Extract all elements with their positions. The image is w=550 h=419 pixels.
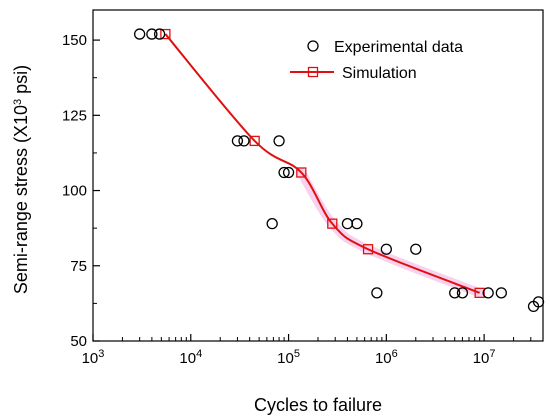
y-tick-label: 75 <box>70 258 87 275</box>
x-tick-label-base: 10 <box>179 350 196 367</box>
x-tick-label-base: 10 <box>375 350 392 367</box>
x-tick-label: 103 <box>82 348 105 367</box>
x-tick-label-exp: 4 <box>196 348 202 360</box>
experimental-point <box>238 135 250 147</box>
experimental-point <box>231 135 244 147</box>
legend-label-experimental: Experimental data <box>334 39 463 56</box>
simulation-point <box>249 135 260 147</box>
experimental-point <box>351 217 363 230</box>
x-tick-label-base: 10 <box>277 350 294 367</box>
x-tick-label-exp: 3 <box>98 348 104 360</box>
y-axis-title-unit: psi) <box>11 65 31 99</box>
simulation-point <box>362 244 374 255</box>
experimental-point <box>495 287 507 299</box>
x-tick-label-base: 10 <box>82 350 99 367</box>
y-axis-title: Semi-range stress (X103 psi) <box>11 65 31 294</box>
x-tick-label-base: 10 <box>473 350 490 367</box>
y-tick-labels: 50 75 100 125 150 <box>62 32 87 350</box>
simulation-point <box>327 218 338 229</box>
simulation-point <box>474 287 485 299</box>
x-tick-label: 107 <box>473 348 496 367</box>
x-tick-label-exp: 5 <box>294 348 300 360</box>
y-axis-title-main: Semi-range stress (X10 <box>11 105 31 294</box>
simulation-point <box>296 167 307 178</box>
legend-label-simulation: Simulation <box>342 65 417 82</box>
experimental-point <box>482 287 494 299</box>
experimental-point <box>146 28 158 40</box>
y-axis-title-exp: 3 <box>12 99 24 105</box>
legend: Experimental data Simulation <box>290 39 463 82</box>
x-tick-label: 104 <box>179 348 202 367</box>
experimental-point <box>266 217 278 230</box>
experimental-point <box>278 166 290 179</box>
legend-marker-experimental <box>307 40 319 52</box>
x-tick-label-exp: 7 <box>489 348 495 360</box>
experimental-point <box>456 287 469 299</box>
experimental-point <box>532 296 545 308</box>
experimental-series <box>134 28 545 313</box>
experimental-point <box>410 243 422 255</box>
experimental-point <box>380 243 392 255</box>
experimental-point <box>449 287 461 299</box>
experimental-point <box>273 135 285 147</box>
x-tick-labels: 103 104 105 106 107 <box>82 348 496 367</box>
experimental-point <box>371 287 383 299</box>
x-tick-label-exp: 6 <box>392 348 398 360</box>
y-tick-label: 100 <box>62 183 87 200</box>
experimental-point <box>341 217 354 230</box>
x-tick-label: 105 <box>277 348 300 367</box>
y-tick-label: 50 <box>70 333 87 350</box>
experimental-point <box>134 28 146 40</box>
x-axis-title: Cycles to failure <box>254 395 382 415</box>
y-tick-label: 125 <box>62 107 87 124</box>
simulation-line <box>164 33 481 294</box>
y-tick-label: 150 <box>62 32 87 49</box>
experimental-point <box>153 28 166 40</box>
axis-ticks <box>92 39 544 342</box>
legend-marker-simulation <box>307 66 319 78</box>
simulation-point <box>160 28 171 40</box>
highlight-band <box>296 167 485 298</box>
experimental-point <box>282 166 295 179</box>
simulation-series <box>160 28 485 299</box>
highlight-stroke <box>296 167 485 298</box>
x-tick-label: 106 <box>375 348 398 367</box>
